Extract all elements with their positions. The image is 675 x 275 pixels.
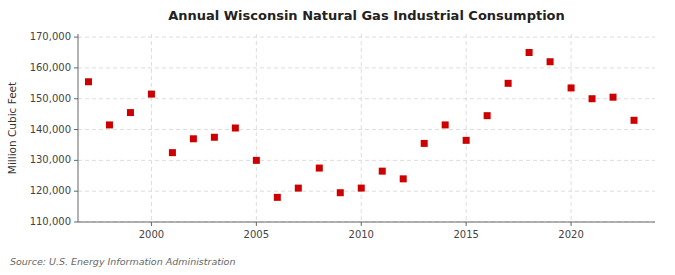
grid-line <box>466 34 467 222</box>
grid <box>78 34 655 222</box>
point <box>505 80 512 87</box>
point <box>106 121 113 128</box>
grid-line <box>256 34 257 222</box>
chart: 110,000 120,000 130,000 140,000 150,000 160,0… <box>0 0 675 275</box>
point <box>316 165 323 172</box>
y-tick <box>74 160 78 161</box>
y-tick <box>74 129 78 130</box>
grid-line <box>78 67 655 68</box>
source-note: Source: U.S. Energy Information Administ… <box>10 256 235 267</box>
grid-line <box>78 160 655 161</box>
point <box>253 157 260 164</box>
x-axis: 2000 2005 2010 2015 2020 <box>139 222 584 240</box>
point <box>631 117 638 124</box>
point <box>232 125 239 132</box>
point <box>610 94 617 101</box>
y-tick-label: 170,000 <box>30 31 71 42</box>
points <box>85 49 638 201</box>
x-tick-label: 2010 <box>349 229 374 240</box>
y-tick <box>74 222 78 223</box>
point <box>400 175 407 182</box>
y-tick-label: 140,000 <box>30 124 71 135</box>
y-tick-label: 150,000 <box>30 93 71 104</box>
point <box>295 185 302 192</box>
y-tick <box>74 191 78 192</box>
point <box>589 95 596 102</box>
y-tick-label: 160,000 <box>30 62 71 73</box>
point <box>463 137 470 144</box>
point <box>148 91 155 98</box>
point <box>274 194 281 201</box>
point <box>337 189 344 196</box>
point <box>190 135 197 142</box>
y-axis-label: Million Cubic Feet <box>6 82 18 174</box>
y-axis-line <box>78 34 79 222</box>
grid-line <box>78 222 655 223</box>
point <box>169 149 176 156</box>
grid-line <box>361 34 362 222</box>
x-tick <box>256 222 257 226</box>
point <box>442 121 449 128</box>
x-axis-line <box>78 222 655 223</box>
y-tick <box>74 37 78 38</box>
x-tick <box>466 222 467 226</box>
x-tick <box>361 222 362 226</box>
grid-line <box>78 98 655 99</box>
x-tick-label: 2015 <box>453 229 478 240</box>
y-axis: 110,000 120,000 130,000 140,000 150,000 160,0… <box>30 31 78 227</box>
grid-line <box>78 191 655 192</box>
y-tick <box>74 98 78 99</box>
x-tick-label: 2020 <box>558 229 583 240</box>
point <box>211 134 218 141</box>
point <box>379 168 386 175</box>
y-tick <box>74 67 78 68</box>
y-tick-label: 130,000 <box>30 154 71 165</box>
x-tick <box>151 222 152 226</box>
point <box>421 140 428 147</box>
point <box>85 78 92 85</box>
y-tick-label: 120,000 <box>30 185 71 196</box>
point <box>547 58 554 65</box>
grid-line <box>78 37 655 38</box>
point <box>526 49 533 56</box>
grid-line <box>571 34 572 222</box>
grid-line <box>78 129 655 130</box>
point <box>358 185 365 192</box>
x-tick <box>571 222 572 226</box>
y-tick-label: 110,000 <box>30 216 71 227</box>
grid-line <box>151 34 152 222</box>
point <box>484 112 491 119</box>
x-tick-label: 2000 <box>139 229 164 240</box>
point <box>127 109 134 116</box>
x-tick-label: 2005 <box>244 229 269 240</box>
point <box>568 84 575 91</box>
title: Annual Wisconsin Natural Gas Industrial … <box>168 8 565 23</box>
